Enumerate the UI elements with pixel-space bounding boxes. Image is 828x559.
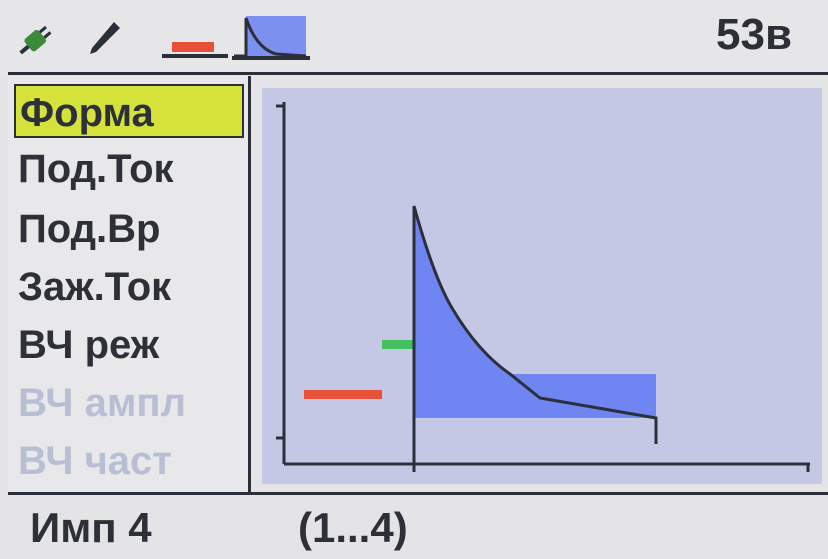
menu-item-hf-mode[interactable]: ВЧ реж bbox=[18, 323, 160, 367]
menu-item-pre-current[interactable]: Под.Ток bbox=[18, 147, 174, 191]
waveform-icon bbox=[232, 16, 310, 60]
waveform-svg bbox=[276, 102, 810, 472]
menu-item-hf-amplitude: ВЧ ампл bbox=[18, 381, 186, 425]
status-bar: 53в bbox=[0, 0, 828, 76]
menu-item-pre-time[interactable]: Под.Вр bbox=[18, 207, 161, 251]
parameter-menu: Форма Под.Ток Под.Вр Заж.Ток ВЧ реж ВЧ а… bbox=[8, 76, 250, 494]
pre-current-segment bbox=[304, 390, 382, 399]
menu-item-hf-frequency: ВЧ част bbox=[18, 439, 172, 483]
pulse-rect-icon bbox=[162, 42, 228, 58]
pulse-fill bbox=[414, 206, 656, 418]
footer-divider bbox=[8, 492, 828, 495]
plug-icon bbox=[19, 25, 52, 55]
ignition-segment bbox=[382, 340, 414, 349]
voltage-readout: 53в bbox=[716, 10, 792, 59]
electrode-icon bbox=[90, 22, 120, 54]
footer: Имп 4 (1...4) bbox=[0, 496, 828, 559]
menu-item-ignition-current[interactable]: Заж.Ток bbox=[18, 265, 172, 309]
pulse-outline bbox=[412, 205, 658, 464]
value-range: (1...4) bbox=[298, 504, 408, 551]
current-value: Имп 4 bbox=[30, 504, 152, 551]
header-divider bbox=[8, 72, 828, 75]
menu-item-shape[interactable]: Форма bbox=[14, 84, 244, 138]
menu-divider bbox=[248, 76, 251, 494]
waveform-graph bbox=[262, 88, 822, 484]
